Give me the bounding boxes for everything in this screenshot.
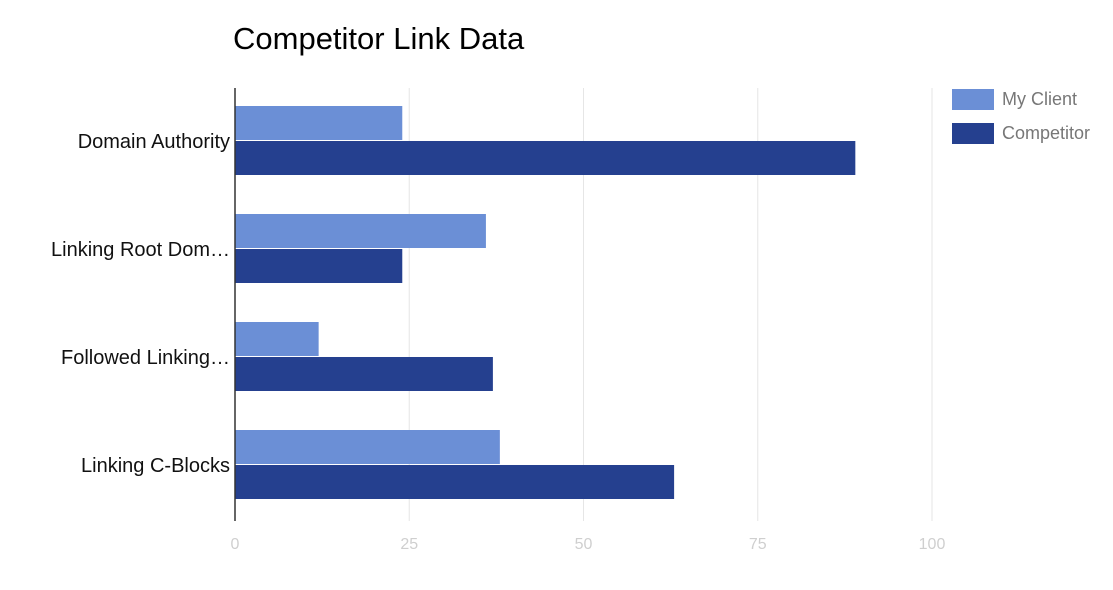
legend: My Client Competitor bbox=[952, 89, 1090, 144]
legend-swatch bbox=[952, 89, 994, 110]
legend-swatch bbox=[952, 123, 994, 144]
bar-my-client bbox=[235, 106, 403, 140]
category-label: Linking Root Dom… bbox=[51, 239, 230, 261]
x-tick-label: 25 bbox=[400, 536, 418, 553]
category-label: Linking C-Blocks bbox=[81, 455, 230, 477]
bar-my-client bbox=[235, 430, 500, 464]
bar-my-client bbox=[235, 214, 486, 248]
chart-title: Competitor Link Data bbox=[233, 21, 525, 56]
bar-competitor bbox=[235, 357, 493, 391]
x-tick-label: 75 bbox=[749, 536, 767, 553]
x-tick-label: 50 bbox=[575, 536, 593, 553]
legend-label: My Client bbox=[1002, 89, 1077, 109]
bar-competitor bbox=[235, 465, 675, 499]
bar-competitor bbox=[235, 141, 856, 175]
category-label: Followed Linking… bbox=[61, 347, 230, 369]
category-label: Domain Authority bbox=[78, 131, 230, 153]
legend-label: Competitor bbox=[1002, 123, 1090, 143]
bar-competitor bbox=[235, 249, 403, 283]
category-labels: Domain Authority Linking Root Dom… Followe… bbox=[51, 131, 230, 477]
x-tick-label: 100 bbox=[919, 536, 946, 553]
bars bbox=[235, 106, 856, 499]
x-axis-ticks: 0 25 50 75 100 bbox=[231, 536, 946, 553]
x-tick-label: 0 bbox=[231, 536, 240, 553]
bar-my-client bbox=[235, 322, 319, 356]
